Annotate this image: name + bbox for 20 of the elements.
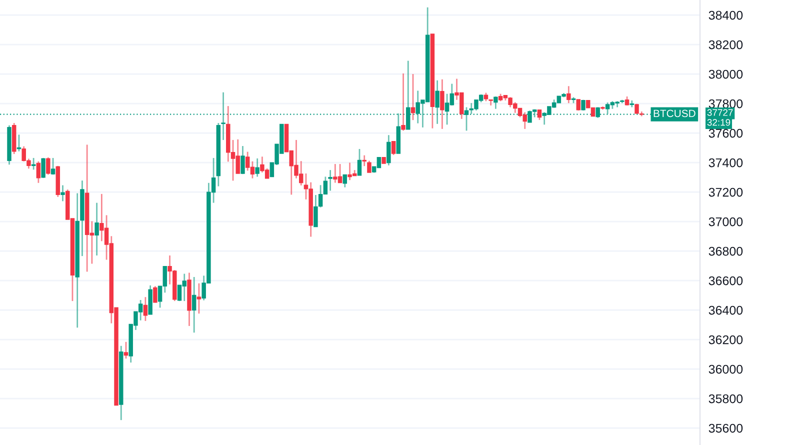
y-tick-label: 38400 <box>708 10 743 20</box>
y-tick-label: 37400 <box>708 158 743 168</box>
y-tick-label: 38000 <box>708 70 743 79</box>
y-tick-label: 38200 <box>708 40 743 50</box>
y-tick-label: 36200 <box>708 335 743 344</box>
text: 32:19 <box>707 119 730 126</box>
y-tick-label: 35800 <box>708 394 743 404</box>
y-tick-label: 37000 <box>708 217 743 226</box>
candlestick <box>576 98 581 112</box>
y-tick-label: 36400 <box>708 306 743 315</box>
candlestick <box>391 140 396 156</box>
y-tick-label: 36600 <box>708 276 743 286</box>
ref-line-label: BTCUSD <box>654 110 696 118</box>
y-tick-label: 37200 <box>708 188 743 197</box>
y-tick-label: 37600 <box>708 128 743 138</box>
y-tick-label: 36800 <box>708 246 743 256</box>
candlestick <box>153 285 158 304</box>
y-tick-label: 35600 <box>708 424 743 433</box>
text: 37727 <box>707 109 733 116</box>
y-tick-label: 36000 <box>708 364 743 374</box>
